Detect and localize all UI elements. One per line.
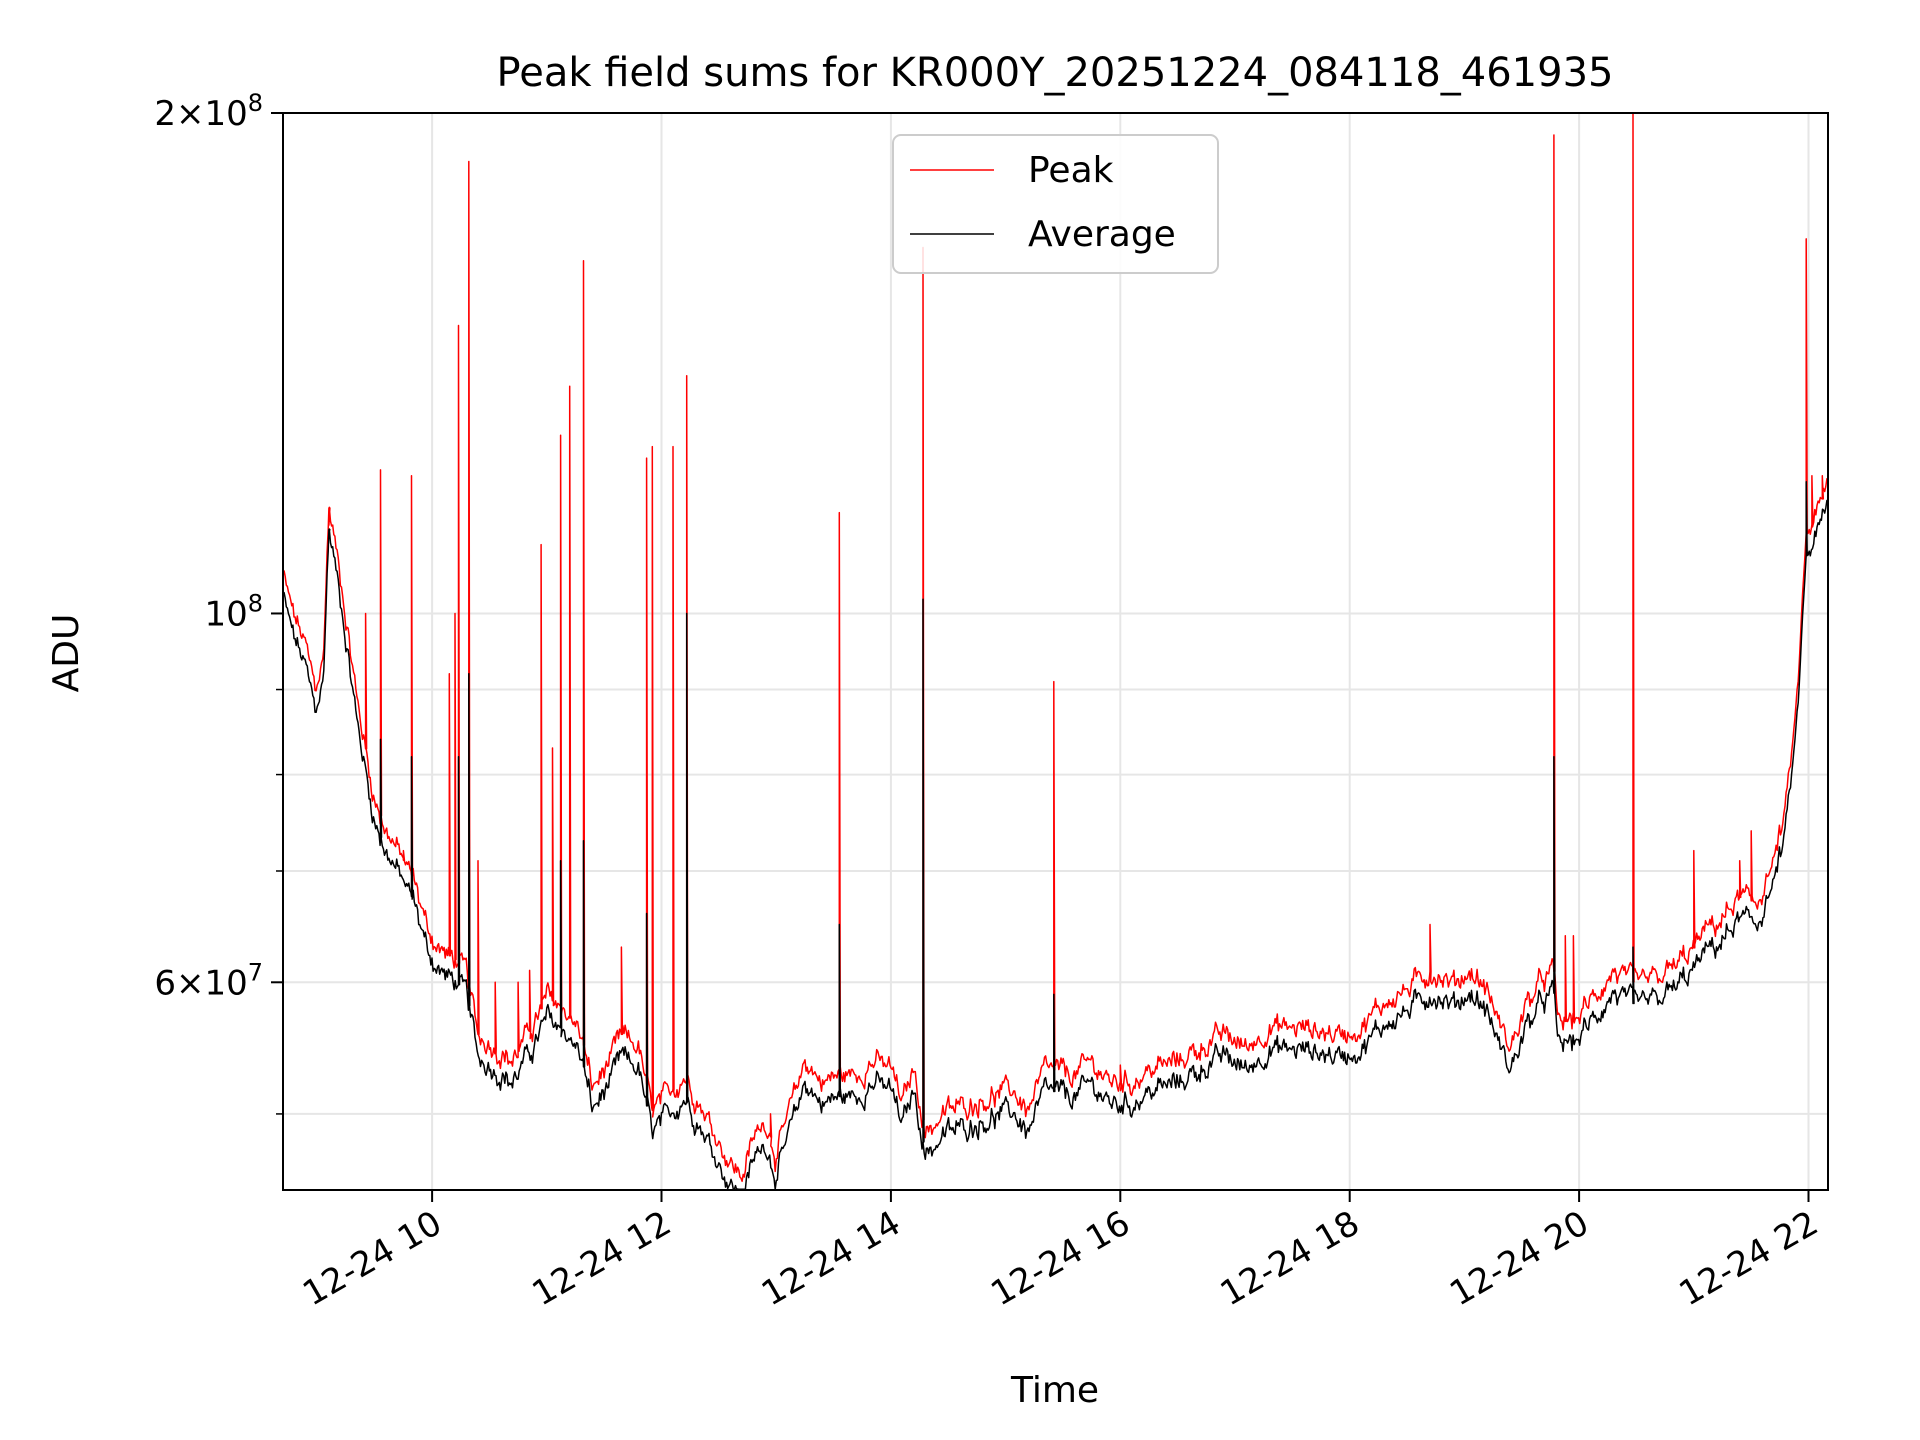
y-tick-label-2: 2×108 xyxy=(154,89,263,134)
y-tick-label-1: 108 xyxy=(204,589,263,634)
y-axis: 6×107 108 2×108 xyxy=(154,89,283,1115)
x-axis-label: Time xyxy=(1010,1370,1099,1411)
y-tick-label-0: 6×107 xyxy=(154,958,263,1003)
series-line-average xyxy=(282,481,1829,1191)
series-line-peak xyxy=(282,112,1829,1183)
legend[interactable]: Peak Average xyxy=(892,134,1219,274)
axes-frame xyxy=(282,112,1829,1191)
legend-label-peak: Peak xyxy=(1028,150,1114,191)
legend-label-average: Average xyxy=(1028,214,1176,255)
y-axis-label: ADU xyxy=(46,614,87,693)
chart-title: Peak field sums for KR000Y_20251224_0841… xyxy=(497,50,1614,96)
plot-area xyxy=(282,112,1829,1191)
